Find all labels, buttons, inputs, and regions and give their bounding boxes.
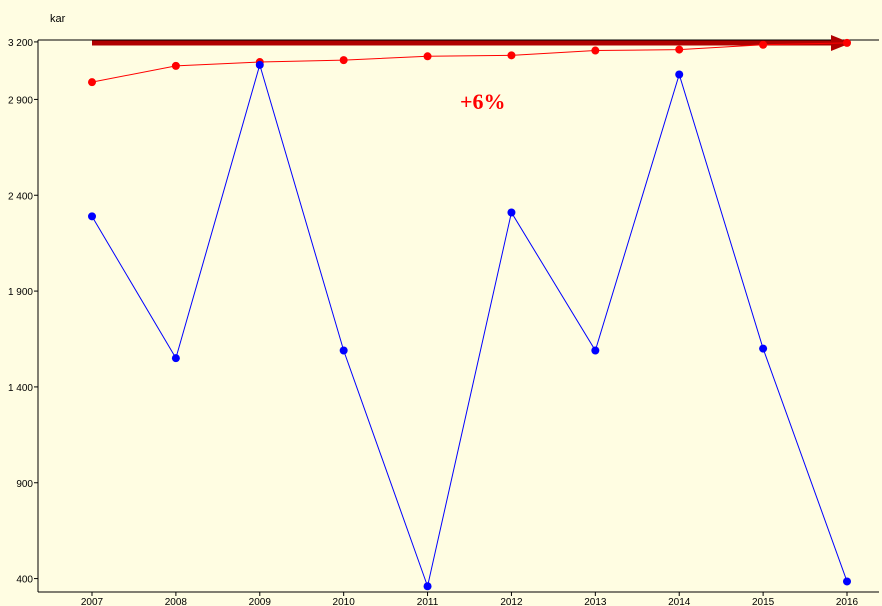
y-tick-label: 900 (16, 479, 33, 490)
x-tick-label: 2011 (417, 597, 439, 606)
y-tick-label: 3 200 (8, 38, 33, 49)
data-point (759, 40, 768, 49)
x-tick-label: 2015 (752, 597, 775, 606)
series-line (91, 63, 848, 589)
data-point (88, 212, 96, 221)
data-point (591, 346, 600, 355)
change-annotation: +6% (460, 89, 506, 114)
data-point (339, 346, 348, 355)
y-tick-label: 1 900 (8, 287, 33, 298)
x-axis-ticks: 2007 2008 2009 2010 2011 2012 2013 2014 2015 2016 (81, 592, 859, 606)
series-layer (88, 38, 851, 591)
data-point (843, 577, 851, 586)
y-tick-label: 1 400 (8, 383, 33, 394)
data-point (423, 52, 432, 61)
series-1 (88, 38, 851, 87)
data-point (423, 582, 432, 591)
y-axis-ticks: 400 900 1 400 1 900 2 400 2 900 3 200 (8, 38, 38, 586)
data-point (255, 60, 264, 69)
x-tick-label: 2016 (836, 597, 859, 606)
trend-arrow (92, 35, 851, 51)
x-tick-label: 2009 (249, 597, 272, 606)
x-tick-label: 2007 (81, 597, 104, 606)
series-2 (88, 60, 851, 591)
y-tick-label: 2 900 (8, 95, 33, 106)
data-point (88, 78, 96, 87)
data-point (843, 38, 851, 47)
x-tick-label: 2013 (584, 597, 607, 606)
data-point (507, 51, 516, 60)
x-tick-label: 2008 (165, 597, 188, 606)
x-tick-label: 2010 (333, 597, 356, 606)
data-point (675, 70, 684, 79)
axes (37, 39, 879, 593)
data-point (591, 46, 600, 55)
y-tick-label: 400 (16, 575, 33, 586)
series-line (91, 42, 848, 83)
data-point (507, 208, 516, 217)
x-tick-label: 2012 (500, 597, 523, 606)
data-point (339, 56, 348, 65)
data-point (759, 344, 768, 353)
data-point (171, 354, 180, 363)
y-tick-label: 2 400 (8, 191, 33, 202)
data-point (675, 45, 684, 54)
y-axis-unit-label: kar (50, 13, 66, 25)
x-tick-label: 2014 (668, 597, 691, 606)
data-point (171, 61, 180, 70)
